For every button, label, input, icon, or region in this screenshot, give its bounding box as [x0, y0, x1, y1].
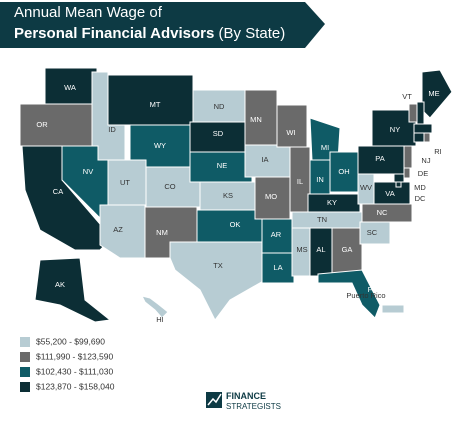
state-label: AL: [316, 245, 325, 254]
state-label: NC: [377, 208, 388, 217]
state-label: ID: [108, 125, 116, 134]
state-label: ND: [214, 102, 225, 111]
title-line2: Personal Financial Advisors (By State): [14, 25, 285, 42]
state-shape: [254, 176, 291, 220]
state-label: AZ: [113, 225, 123, 234]
state-label: PA: [375, 154, 384, 163]
state-label: MO: [265, 192, 277, 201]
state-shape: [196, 209, 264, 243]
logo-arrow: [207, 393, 222, 406]
legend: $55,200 - $99,690 $111,990 - $123,590 $102…: [20, 336, 115, 392]
state-label: RI: [434, 147, 442, 156]
legend-swatch: [20, 382, 30, 392]
state-label: MI: [321, 143, 329, 152]
title-bold: Personal Financial Advisors: [14, 25, 214, 42]
state-shape: [291, 211, 367, 229]
state-label: AK: [55, 280, 65, 289]
state-shape-ma: [413, 123, 433, 134]
state-label: IN: [316, 175, 324, 184]
state-label: KS: [223, 191, 233, 200]
state-shape: [403, 167, 411, 179]
state-label: CO: [164, 182, 175, 191]
state-shape: [276, 104, 308, 148]
state-label: MT: [150, 100, 161, 109]
state-shape: [395, 181, 402, 188]
legend-swatch: [20, 337, 30, 347]
state-label: MN: [250, 115, 262, 124]
state-shape: [331, 227, 363, 274]
state-label: CA: [53, 187, 63, 196]
state-label: WI: [286, 128, 295, 137]
state-label: MS: [296, 245, 307, 254]
state-label: DE: [418, 169, 428, 178]
state-label: SC: [367, 228, 378, 237]
state-label: NV: [83, 167, 93, 176]
title-line1: Annual Mean Wage of: [14, 4, 163, 21]
state-shape-nh: [416, 101, 425, 125]
state-shape: [381, 304, 405, 314]
state-label: MD: [414, 183, 426, 192]
title-rest: (By State): [219, 25, 286, 42]
state-shape: [169, 241, 266, 321]
state-shape: [423, 132, 431, 143]
logo-line1: FINANCE: [226, 391, 266, 401]
state-shape: [393, 173, 405, 183]
state-shape: [99, 204, 146, 259]
state-label: NY: [390, 125, 400, 134]
state-label: VA: [385, 189, 394, 198]
state-shape: [317, 269, 381, 319]
state-shape: [141, 295, 169, 319]
state-shape: [261, 252, 295, 284]
legend-swatch: [20, 367, 30, 377]
legend-label: $111,990 - $123,590: [36, 351, 113, 361]
state-shape: [329, 151, 359, 193]
state-label: TX: [213, 261, 223, 270]
legend-swatch: [20, 352, 30, 362]
state-label: GA: [342, 245, 353, 254]
state-label: NM: [156, 228, 168, 237]
state-label: IA: [261, 155, 268, 164]
state-shape: [34, 257, 112, 323]
state-label: ME: [428, 89, 439, 98]
state-label: OR: [36, 120, 48, 129]
state-shape-ct: [413, 132, 425, 143]
state-label: TN: [317, 215, 327, 224]
state-label: OK: [230, 220, 241, 229]
state-labels: WA OR CA NV ID MT WY UT CO AZ NM ND SD N…: [36, 83, 441, 324]
legend-label: $55,200 - $99,690: [36, 336, 105, 346]
state-label: IL: [297, 177, 303, 186]
state-shape: [408, 103, 418, 123]
logo: FINANCE STRATEGISTS: [206, 391, 281, 411]
state-label: NJ: [421, 156, 430, 165]
state-label: FL: [368, 285, 377, 294]
state-label: WA: [64, 83, 76, 92]
title-banner: [0, 2, 325, 48]
state-label: KY: [327, 198, 337, 207]
state-label: NE: [217, 161, 227, 170]
state-label: HI: [156, 315, 164, 324]
state-label: UT: [120, 178, 130, 187]
state-shape: [261, 218, 293, 254]
legend-label: $102,430 - $111,030: [36, 366, 113, 376]
state-label: AR: [271, 230, 282, 239]
state-label: LA: [273, 263, 282, 272]
state-label: OH: [338, 167, 349, 176]
state-label: WV: [360, 183, 372, 192]
state-label: VT: [402, 92, 412, 101]
state-shape: [189, 151, 253, 183]
legend-label: $123,870 - $158,040: [36, 381, 115, 391]
state-shape: [403, 145, 413, 169]
state-label: Puerto Rico: [346, 291, 385, 300]
state-shape: [244, 144, 291, 178]
states: [19, 67, 453, 323]
logo-line2: STRATEGISTS: [226, 402, 281, 411]
state-label: WY: [154, 141, 166, 150]
state-shape: [19, 103, 93, 147]
state-label: SD: [213, 129, 224, 138]
state-label: DC: [415, 194, 426, 203]
